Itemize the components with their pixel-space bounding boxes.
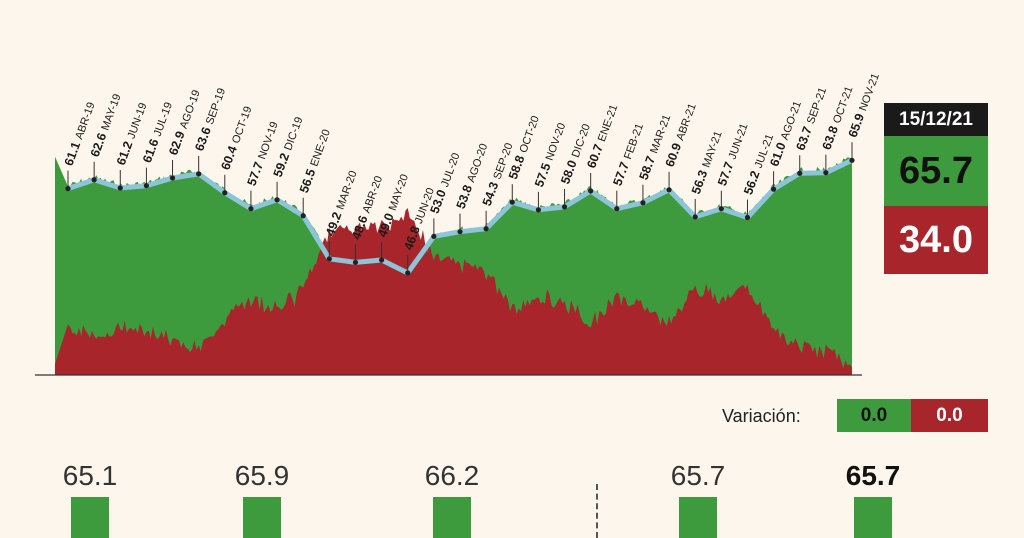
data-point (379, 257, 385, 263)
disapprove-area (55, 208, 852, 375)
data-point (744, 214, 751, 221)
point-label: 65.9NOV-21 (846, 71, 882, 139)
data-point (666, 187, 672, 193)
disapprove-value-box: 34.0 (884, 206, 988, 274)
approve-value-box: 65.7 (884, 136, 988, 206)
data-point (352, 259, 359, 265)
variacion-approve-box: 0.0 (837, 399, 911, 432)
data-point (91, 177, 97, 183)
data-point (823, 170, 829, 176)
dashed-separator (596, 484, 598, 538)
bar (679, 497, 717, 538)
variacion-disapprove-box: 0.0 (911, 399, 988, 432)
data-point (143, 183, 149, 189)
data-point (483, 226, 489, 232)
data-point (274, 197, 280, 203)
data-point (117, 185, 123, 191)
data-point (222, 190, 228, 196)
bar-value-label: 66.2 (424, 460, 480, 491)
data-point (509, 199, 515, 205)
data-point (535, 207, 542, 213)
data-point (405, 270, 411, 276)
data-point (561, 204, 568, 210)
bar (433, 497, 471, 538)
bar (854, 497, 892, 538)
data-point (771, 186, 777, 192)
data-point (326, 256, 332, 262)
data-point (640, 200, 646, 206)
data-point (457, 229, 463, 235)
area-layer (55, 130, 852, 375)
data-point (849, 157, 855, 163)
value-label: 65.9 (846, 112, 867, 140)
variacion-label: Variación: (722, 406, 801, 426)
data-point (588, 188, 594, 194)
month-label: AGO-19 (178, 88, 203, 130)
month-label: MAY-19 (99, 92, 123, 132)
data-point (169, 175, 176, 181)
month-label: SEP-19 (204, 87, 228, 127)
bar (71, 497, 109, 538)
data-point (718, 206, 724, 212)
bar-value-label: 65.7 (845, 460, 901, 491)
data-point (65, 186, 71, 192)
data-point (797, 170, 803, 176)
date-box: 15/12/21 (884, 103, 988, 136)
data-point (614, 206, 620, 212)
data-point (300, 213, 306, 219)
bar-value-label: 65.7 (670, 460, 726, 491)
data-point (248, 206, 254, 212)
data-point (692, 214, 698, 220)
bar-value-label: 65.1 (62, 460, 118, 491)
month-label: SEP-21 (805, 86, 829, 126)
bar-value-label: 65.9 (234, 460, 290, 491)
month-label: NOV-21 (857, 72, 882, 113)
data-point (431, 233, 437, 239)
data-point (196, 171, 202, 177)
approve-area-top-mask (55, 130, 852, 271)
bar (243, 497, 281, 538)
